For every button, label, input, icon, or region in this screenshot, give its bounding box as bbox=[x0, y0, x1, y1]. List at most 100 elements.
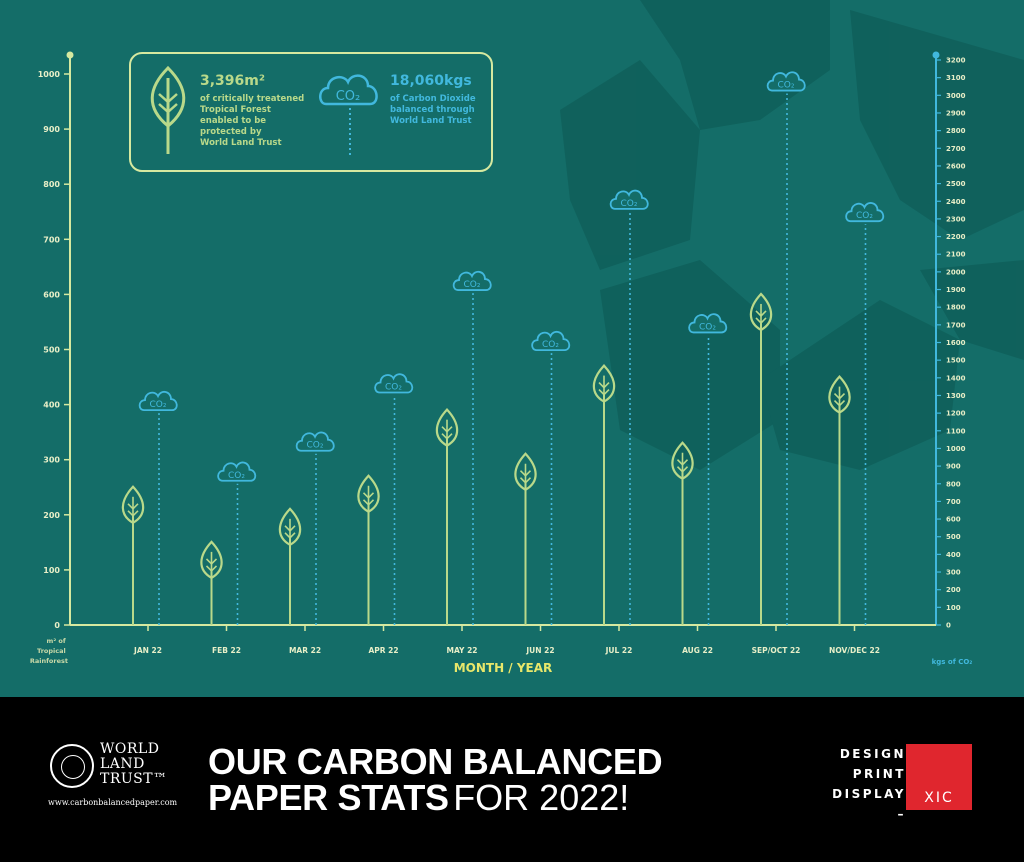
world-land-trust-url: www.carbonbalancedpaper.com bbox=[48, 798, 178, 807]
right-tick-label: 400 bbox=[946, 551, 961, 559]
left-axis-title-line: m² of bbox=[47, 637, 66, 645]
left-tick-label: 700 bbox=[43, 235, 60, 244]
forest-leaf-icon bbox=[278, 507, 302, 547]
brand-line: DISPLAY bbox=[832, 787, 906, 801]
chart-marks: CO₂ CO₂ CO₂ CO₂ CO₂ CO₂ CO₂ CO₂ CO₂ CO₂ bbox=[121, 71, 885, 625]
right-tick-label: 1500 bbox=[946, 357, 966, 365]
brand-tagline: DESIGN PRINT DISPLAY – bbox=[820, 744, 906, 824]
left-axis-title-line: Tropical bbox=[37, 647, 66, 655]
left-axis-cap bbox=[66, 51, 74, 59]
left-tick-label: 900 bbox=[43, 125, 60, 134]
right-tick-label: 2100 bbox=[946, 251, 966, 259]
world-land-trust-seal-icon bbox=[50, 744, 94, 788]
co2-cloud-icon bbox=[217, 461, 257, 482]
headline-line-1: OUR CARBON BALANCED bbox=[208, 741, 663, 782]
right-tick-label: 2600 bbox=[946, 162, 966, 170]
right-tick-label: 2000 bbox=[946, 268, 966, 276]
co2-cloud-icon bbox=[452, 270, 492, 291]
right-tick-label: 1300 bbox=[946, 392, 966, 400]
x-tick-label: JUL 22 bbox=[605, 646, 633, 655]
right-tick-label: 2500 bbox=[946, 180, 966, 188]
brand-line: – bbox=[897, 807, 906, 821]
right-tick-label: 1600 bbox=[946, 339, 966, 347]
left-tick-label: 300 bbox=[43, 456, 60, 465]
left-axis-title-line: Rainforest bbox=[30, 657, 68, 665]
x-tick-label: AUG 22 bbox=[682, 646, 713, 655]
xic-logo-text: XIC bbox=[924, 790, 954, 806]
right-tick-label: 300 bbox=[946, 569, 961, 577]
headline-line-2-light: FOR 2022! bbox=[453, 777, 630, 818]
x-tick-label: MAY 22 bbox=[446, 646, 477, 655]
x-tick-label: APR 22 bbox=[368, 646, 398, 655]
x-axis-title: MONTH / YEAR bbox=[454, 661, 553, 675]
right-tick-label: 200 bbox=[946, 586, 961, 594]
co2-cloud-icon bbox=[531, 330, 571, 351]
forest-leaf-icon bbox=[828, 374, 851, 414]
forest-summary-line: protected by bbox=[200, 127, 262, 137]
right-tick-label: 2300 bbox=[946, 215, 966, 223]
forest-summary-line: Tropical Forest bbox=[200, 105, 271, 115]
forest-leaf-icon bbox=[200, 540, 223, 580]
co2-cloud-label: CO₂ bbox=[778, 81, 795, 91]
xic-logo: XIC bbox=[906, 744, 972, 810]
left-tick-label: 1000 bbox=[38, 70, 61, 79]
forest-summary-line: of critically treatened bbox=[200, 94, 304, 104]
left-tick-label: 100 bbox=[43, 566, 60, 575]
right-tick-label: 1400 bbox=[946, 374, 966, 382]
right-tick-label: 100 bbox=[946, 604, 961, 612]
right-tick-label: 1000 bbox=[946, 445, 966, 453]
right-tick-label: 1700 bbox=[946, 321, 966, 329]
co2-cloud-icon bbox=[374, 373, 414, 394]
world-land-trust-name: WORLD LAND TRUST™ bbox=[100, 742, 168, 787]
co2-cloud-icon bbox=[295, 431, 335, 452]
right-tick-label: 1200 bbox=[946, 410, 966, 418]
co2-summary-value: 18,060kgs bbox=[390, 73, 472, 89]
right-tick-label: 500 bbox=[946, 533, 961, 541]
co2-cloud-icon bbox=[609, 189, 649, 210]
right-tick-label: 3000 bbox=[946, 92, 966, 100]
co2-cloud-label: CO₂ bbox=[621, 199, 638, 209]
left-axis-title: m² of Tropical Rainforest bbox=[30, 637, 68, 665]
x-tick-label: JUN 22 bbox=[525, 646, 554, 655]
co2-summary-line: World Land Trust bbox=[390, 116, 472, 126]
right-axis-cap bbox=[932, 51, 940, 59]
co2-summary-line: balanced through bbox=[390, 105, 475, 115]
forest-leaf-icon bbox=[514, 452, 537, 492]
right-tick-label: 1800 bbox=[946, 304, 966, 312]
x-tick-label: FEB 22 bbox=[212, 646, 241, 655]
right-tick-label: 2400 bbox=[946, 198, 966, 206]
summary-box-frame bbox=[129, 52, 493, 172]
forest-leaf-icon bbox=[749, 292, 773, 332]
co2-cloud-label: CO₂ bbox=[699, 322, 716, 332]
left-tick-label: 800 bbox=[43, 180, 60, 189]
co2-cloud-icon bbox=[688, 313, 728, 334]
wlt-name-line: WORLD bbox=[100, 741, 160, 757]
summary-box: 3,396m² of critically treatened Tropical… bbox=[129, 52, 493, 172]
left-tick-label: 400 bbox=[43, 401, 60, 410]
footer bbox=[0, 697, 1024, 862]
right-tick-label: 1900 bbox=[946, 286, 966, 294]
summary-co2-icon: CO₂ bbox=[319, 74, 378, 156]
right-tick-label: 1100 bbox=[946, 427, 966, 435]
right-tick-label: 0 bbox=[946, 622, 951, 630]
x-tick-label: SEP/OCT 22 bbox=[752, 646, 801, 655]
right-tick-label: 600 bbox=[946, 516, 961, 524]
headline: OUR CARBON BALANCED PAPER STATS FOR 2022… bbox=[208, 741, 663, 824]
forest-summary-line: enabled to be bbox=[200, 116, 266, 126]
chart: 0 100 200 300 400 500 600 700 800 900 1000 0 100 200 3… bbox=[0, 0, 1024, 697]
co2-cloud-label: CO₂ bbox=[856, 211, 873, 221]
co2-cloud-label: CO₂ bbox=[542, 340, 559, 350]
right-tick-label: 2200 bbox=[946, 233, 966, 241]
co2-cloud-label: CO₂ bbox=[307, 441, 324, 451]
forest-leaf-icon bbox=[357, 474, 380, 514]
left-tick-label: 0 bbox=[54, 621, 60, 630]
right-tick-label: 900 bbox=[946, 463, 961, 471]
svg-text:CO₂: CO₂ bbox=[336, 89, 361, 104]
left-tick-label: 500 bbox=[43, 346, 60, 355]
right-tick-label: 700 bbox=[946, 498, 961, 506]
forest-leaf-icon bbox=[435, 408, 459, 447]
right-tick-label: 2700 bbox=[946, 145, 966, 153]
co2-cloud-icon bbox=[766, 71, 806, 92]
axes: 0 100 200 300 400 500 600 700 800 900 1000 0 100 200 3… bbox=[38, 51, 966, 655]
